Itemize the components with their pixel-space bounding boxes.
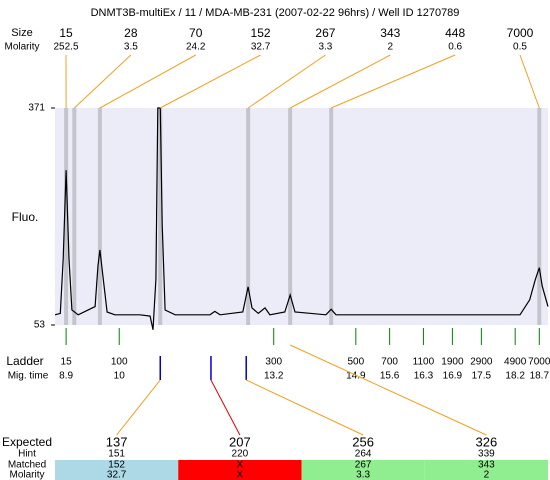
peak-size: 267	[315, 26, 335, 40]
peak-connector	[99, 54, 196, 109]
peak-band	[537, 108, 542, 325]
matched-molarity: 32.7	[107, 470, 127, 480]
molarity-label: Molarity	[4, 42, 39, 53]
peak-molarity: 252.5	[53, 42, 78, 53]
peak-size: 448	[445, 26, 465, 40]
matched-molarity: 2	[484, 470, 490, 480]
peak-connector	[330, 54, 456, 109]
ladder-time: 17.5	[472, 371, 492, 382]
peak-connector	[247, 54, 326, 109]
ladder-size: 15	[61, 357, 73, 368]
ladder-time: 10	[114, 371, 126, 382]
expected-size: 326	[476, 434, 498, 449]
ladder-size: 300	[265, 357, 282, 368]
matched-molarity: X	[237, 470, 244, 480]
peak-band	[246, 108, 251, 325]
peak-molarity: 24.2	[186, 42, 206, 53]
ladder-time: 13.2	[264, 371, 284, 382]
peak-molarity: 0.5	[513, 42, 527, 53]
peak-size: 15	[59, 26, 73, 40]
ladder-time: 16.3	[414, 371, 434, 382]
peak-molarity: 3.3	[318, 42, 332, 53]
row-label: Hint	[18, 449, 36, 460]
ladder-label: Ladder	[6, 354, 43, 368]
peak-band	[64, 108, 69, 325]
y-axis-label: Fluo.	[12, 210, 39, 224]
ladder-size: 2900	[470, 357, 493, 368]
ladder-size: 700	[381, 357, 398, 368]
hint-size: 220	[232, 449, 249, 460]
peak-connector	[289, 54, 391, 109]
matched-size: X	[237, 460, 244, 471]
expected-connector	[116, 379, 161, 436]
peak-size: 343	[380, 26, 400, 40]
ladder-time: 18.2	[505, 371, 525, 382]
y-tick-label: 371	[28, 103, 45, 114]
ladder-size: 500	[347, 357, 364, 368]
matched-size: 152	[108, 460, 125, 471]
peak-size: 7000	[507, 26, 534, 40]
peak-size: 70	[189, 26, 203, 40]
matched-size: 267	[355, 460, 372, 471]
row-label: Expected	[2, 435, 52, 449]
peak-connector	[160, 54, 261, 109]
hint-size: 339	[478, 449, 495, 460]
peak-molarity: 32.7	[251, 42, 271, 53]
ladder-size: 4900	[504, 357, 527, 368]
peak-band	[329, 108, 334, 325]
title: DNMT3B-multiEx / 11 / MDA-MB-231 (2007-0…	[91, 7, 460, 19]
trace	[54, 107, 549, 330]
match-cell	[424, 460, 548, 480]
hint-size: 151	[108, 449, 125, 460]
ladder-time: 8.9	[59, 371, 73, 382]
ladder-size: 1100	[413, 357, 435, 368]
peak-connector	[73, 54, 132, 109]
peak-band	[97, 108, 102, 325]
peak-size: 28	[124, 26, 138, 40]
ladder-time: 18.7	[530, 371, 550, 382]
matched-size: 343	[478, 460, 495, 471]
peak-connector	[519, 54, 540, 109]
ladder-time: 15.6	[380, 371, 400, 382]
expected-size: 137	[106, 434, 128, 449]
expected-size: 256	[352, 434, 374, 449]
ladder-size: 100	[111, 357, 128, 368]
ladder-size: 1900	[441, 357, 464, 368]
expected-connector	[210, 379, 241, 436]
matched-molarity: 3.3	[356, 470, 370, 480]
y-tick-label: 53	[34, 320, 46, 331]
mig-time-label: Mig. time	[8, 371, 49, 382]
ladder-time: 14.9	[346, 371, 366, 382]
expected-connector	[245, 379, 364, 436]
expected-connector	[289, 344, 487, 436]
size-label: Size	[11, 27, 32, 39]
hint-size: 264	[355, 449, 372, 460]
peak-molarity: 0.6	[448, 42, 462, 53]
peak-band	[288, 108, 293, 325]
plot-area	[55, 108, 548, 325]
peak-band	[158, 108, 163, 325]
expected-size: 207	[229, 434, 251, 449]
ladder-time: 16.9	[443, 371, 463, 382]
peak-molarity: 2	[388, 42, 394, 53]
peak-band	[72, 108, 77, 325]
match-cell	[55, 460, 179, 480]
match-cell	[178, 460, 302, 480]
peak-size: 152	[251, 26, 271, 40]
peak-molarity: 3.5	[124, 42, 138, 53]
row-label: Matched	[8, 460, 46, 471]
match-cell	[301, 460, 425, 480]
ladder-size: 7000	[528, 357, 550, 368]
row-label: Molarity	[9, 470, 44, 480]
